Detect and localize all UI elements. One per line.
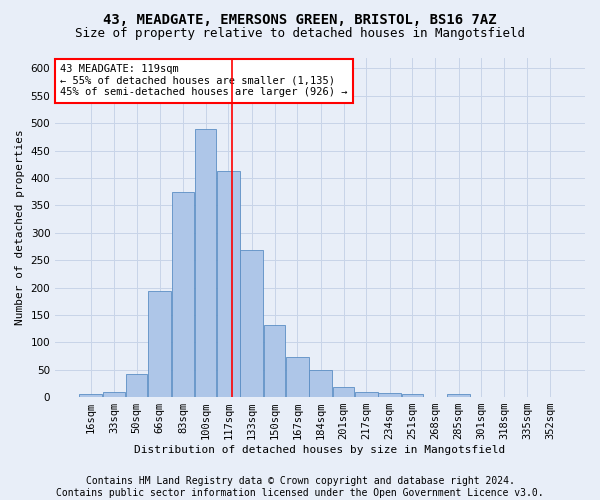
Bar	[264, 326, 285, 397]
Bar	[217, 171, 240, 397]
Text: Contains HM Land Registry data © Crown copyright and database right 2024.
Contai: Contains HM Land Registry data © Crown c…	[56, 476, 544, 498]
Y-axis label: Number of detached properties: Number of detached properties	[15, 130, 25, 325]
Bar	[447, 394, 470, 397]
Bar	[148, 292, 171, 397]
Bar	[79, 394, 102, 397]
Bar	[195, 128, 217, 397]
Text: Size of property relative to detached houses in Mangotsfield: Size of property relative to detached ho…	[75, 28, 525, 40]
Bar	[402, 394, 423, 397]
Text: 43, MEADGATE, EMERSONS GREEN, BRISTOL, BS16 7AZ: 43, MEADGATE, EMERSONS GREEN, BRISTOL, B…	[103, 12, 497, 26]
Text: 43 MEADGATE: 119sqm
← 55% of detached houses are smaller (1,135)
45% of semi-det: 43 MEADGATE: 119sqm ← 55% of detached ho…	[61, 64, 348, 98]
X-axis label: Distribution of detached houses by size in Mangotsfield: Distribution of detached houses by size …	[134, 445, 506, 455]
Bar	[355, 392, 377, 397]
Bar	[126, 374, 148, 397]
Bar	[539, 396, 561, 397]
Bar	[103, 392, 125, 397]
Bar	[172, 192, 194, 397]
Bar	[286, 356, 309, 397]
Bar	[493, 396, 515, 397]
Bar	[379, 393, 401, 397]
Bar	[333, 387, 354, 397]
Bar	[241, 250, 263, 397]
Bar	[310, 370, 332, 397]
